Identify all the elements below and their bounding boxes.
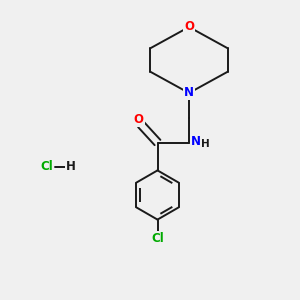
Text: N: N: [190, 135, 201, 148]
Text: O: O: [134, 112, 144, 126]
Text: O: O: [184, 20, 194, 34]
Text: N: N: [184, 86, 194, 100]
Text: H: H: [66, 160, 75, 173]
Text: Cl: Cl: [151, 232, 164, 245]
Text: H: H: [201, 139, 210, 149]
Text: Cl: Cl: [40, 160, 53, 173]
